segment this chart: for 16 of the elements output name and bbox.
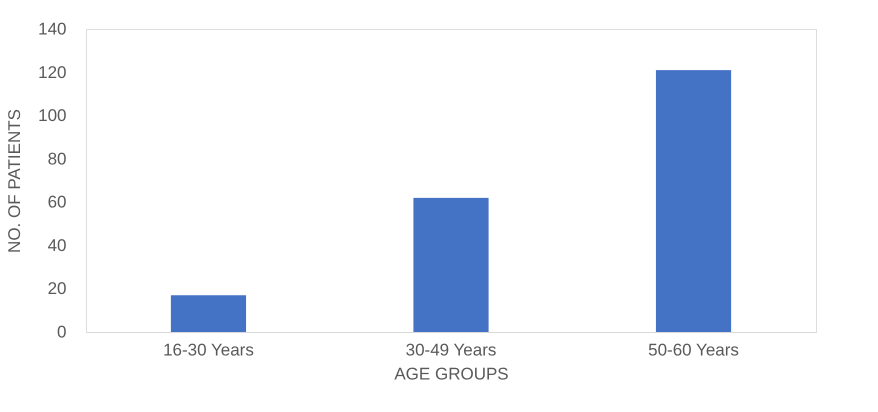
bar: [413, 198, 489, 332]
x-tick-label: 30-49 Years: [406, 340, 496, 360]
y-tick-label: 20: [48, 279, 66, 298]
y-tick-label: 60: [48, 192, 66, 212]
y-tick-label: 0: [57, 322, 66, 342]
x-tick-label: 16-30 Years: [163, 340, 254, 360]
bar: [656, 70, 732, 332]
y-axis-title: NO. OF PATIENTS: [5, 109, 24, 253]
bar: [170, 295, 246, 332]
x-tick-label: 50-60 Years: [648, 340, 739, 360]
y-tick-label: 140: [38, 20, 66, 38]
y-tick-label: 80: [48, 149, 66, 168]
y-tick-label: 40: [48, 236, 66, 255]
y-tick-label: 100: [38, 106, 66, 126]
x-axis-title: AGE GROUPS: [394, 364, 509, 384]
y-tick-label: 120: [38, 62, 66, 82]
